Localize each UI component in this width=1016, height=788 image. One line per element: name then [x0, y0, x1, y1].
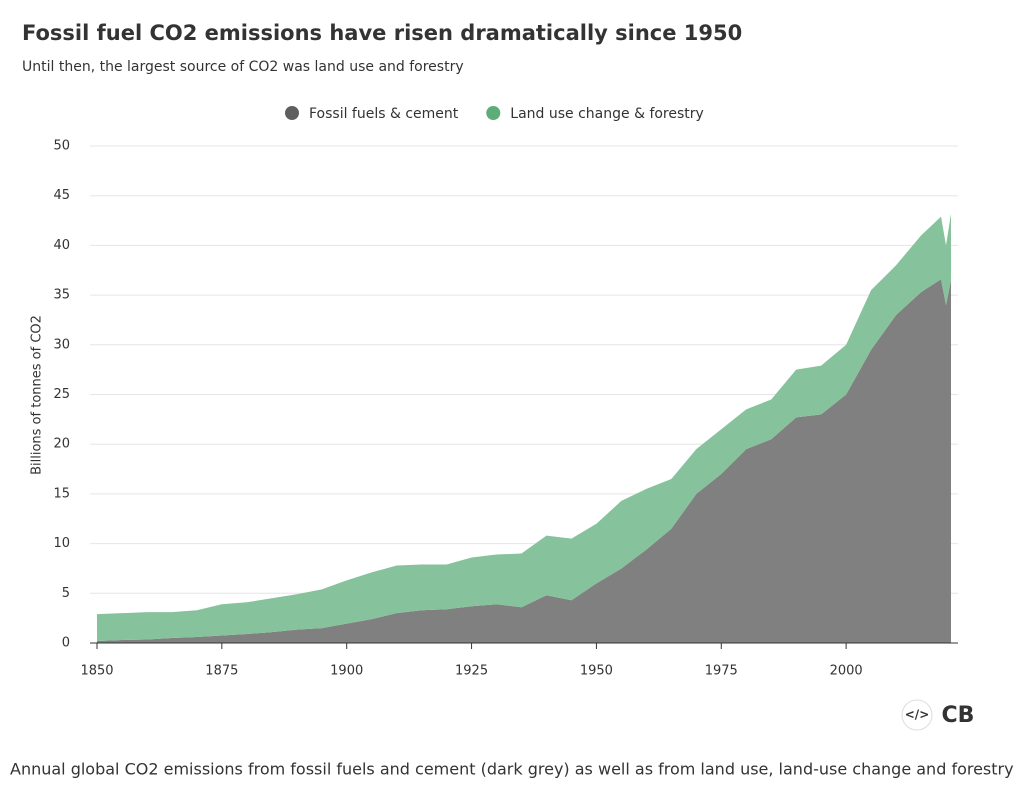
legend-marker: [486, 106, 501, 120]
x-tick-label: 1900: [330, 664, 363, 679]
x-tick-label: 1925: [455, 664, 488, 679]
y-tick-label: 25: [53, 387, 70, 402]
x-tick-label: 1975: [705, 664, 738, 679]
area: [96, 279, 952, 643]
embed-icon: </>: [905, 708, 930, 722]
legend-label: Fossil fuels & cement: [309, 106, 459, 122]
embed-button[interactable]: [901, 699, 933, 731]
y-tick-label: 5: [62, 586, 70, 601]
y-tick-label: 35: [53, 288, 70, 303]
y-tick-label: 20: [53, 437, 70, 452]
y-tick-label: 45: [53, 188, 70, 203]
y-axis-label: Billions of tonnes of CO2: [30, 315, 45, 475]
logo: CB: [942, 703, 975, 728]
chart-title: Fossil fuel CO2 emissions have risen dra…: [22, 21, 742, 45]
x-tick-label: 1875: [205, 664, 238, 679]
legend-marker: [285, 106, 299, 120]
y-tick-label: 50: [53, 139, 70, 154]
x-tick-label: 1950: [580, 664, 613, 679]
area: [96, 213, 952, 642]
x-tick-label: 1850: [80, 664, 113, 679]
y-tick-label: 30: [53, 337, 70, 352]
chart-subtitle: Until then, the largest source of CO2 wa…: [22, 59, 464, 75]
x-tick-label: 2000: [830, 664, 863, 679]
y-tick-label: 40: [53, 238, 70, 253]
y-tick-label: 10: [53, 536, 70, 551]
legend-label: Land use change & forestry: [510, 106, 704, 122]
y-tick-label: 0: [62, 636, 70, 651]
caption: Annual global CO2 emissions from fossil …: [10, 760, 1014, 779]
y-tick-label: 15: [53, 486, 70, 501]
